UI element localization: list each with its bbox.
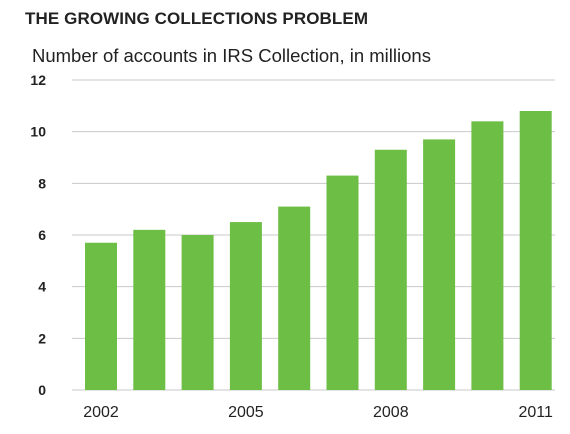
bar-2002: [85, 242, 117, 390]
bar-2006: [278, 206, 311, 390]
y-tick-label: 4: [38, 279, 46, 295]
bar-2009: [423, 139, 456, 390]
bars: [85, 111, 552, 390]
bar-2008: [374, 149, 407, 390]
y-tick-label: 0: [38, 382, 46, 398]
y-tick-label: 12: [30, 72, 46, 88]
y-tick-label: 8: [38, 175, 46, 191]
bar-2007: [326, 175, 359, 390]
x-tick-label: 2002: [83, 404, 119, 421]
y-axis-tick-labels: 0 2 4 6 8 10 12: [30, 72, 46, 398]
x-axis-tick-labels: 2002 2005 2008 2011: [83, 404, 553, 421]
bar-2011: [519, 111, 552, 390]
bar-2003: [133, 229, 166, 390]
y-tick-label: 2: [38, 330, 46, 346]
chart-subtitle: Number of accounts in IRS Collection, in…: [32, 45, 431, 66]
chart-title: THE GROWING COLLECTIONS PROBLEM: [25, 9, 369, 28]
y-tick-label: 6: [38, 227, 46, 243]
x-tick-label: 2008: [373, 404, 409, 421]
x-tick-label: 2005: [228, 404, 264, 421]
x-tick-label: 2011: [518, 404, 553, 421]
bar-2010: [471, 121, 504, 390]
y-tick-label: 10: [30, 124, 46, 140]
bar-2004: [181, 235, 214, 390]
bar-2005: [229, 222, 262, 390]
